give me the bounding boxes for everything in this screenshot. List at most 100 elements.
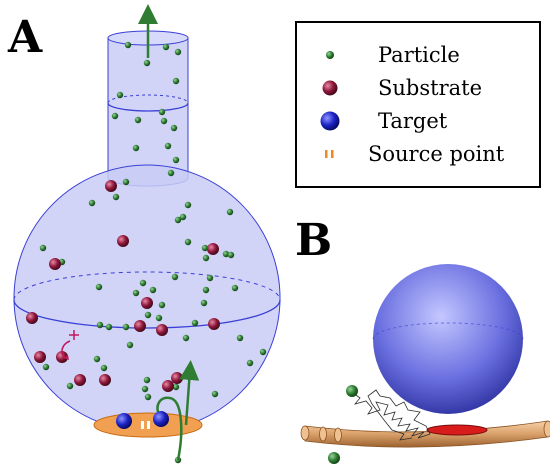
particle-sphere <box>259 348 267 356</box>
particle-sphere <box>111 112 119 120</box>
particle-sphere <box>134 116 142 124</box>
particle-sphere <box>174 48 182 56</box>
particle-sphere <box>141 385 149 393</box>
particle-sphere <box>202 286 210 294</box>
particle-sphere <box>100 364 108 372</box>
particle-sphere <box>246 359 254 367</box>
particle-sphere <box>182 334 190 342</box>
binding-arrow <box>156 396 183 461</box>
particle-sphere <box>167 169 175 177</box>
particle-sphere <box>96 321 104 329</box>
particle-sphere <box>162 43 170 51</box>
particle-sphere <box>112 193 120 201</box>
substrate-sphere <box>74 374 86 386</box>
legend-label-target: Target <box>378 109 448 133</box>
substrate-sphere <box>141 297 153 309</box>
particle-sphere <box>231 284 239 292</box>
particle-sphere <box>39 244 47 252</box>
legend-source-marker <box>325 150 328 158</box>
particle-sphere <box>172 383 180 391</box>
particle-sphere <box>93 355 101 363</box>
tube-end <box>300 425 310 441</box>
particle-sphere <box>116 91 124 99</box>
particle-sphere <box>179 213 187 221</box>
substrate-sphere <box>49 258 61 270</box>
particle-sphere <box>184 201 192 209</box>
particle-sphere <box>346 385 358 397</box>
particle-sphere <box>95 283 103 291</box>
particle-sphere <box>211 390 219 398</box>
particle-sphere <box>139 279 147 287</box>
particle-sphere <box>42 363 50 371</box>
tube-end <box>543 420 550 438</box>
legend-label-particle: Particle <box>378 43 460 67</box>
tube-ring <box>334 427 342 443</box>
bulb-equator-back <box>13 271 281 301</box>
particle-sphere <box>174 216 182 224</box>
particle-sphere <box>132 144 140 152</box>
particle-sphere <box>149 286 157 294</box>
target-pad <box>426 424 488 436</box>
particle-sphere <box>160 117 168 125</box>
particle-sphere <box>172 156 180 164</box>
substrate-sphere <box>162 380 174 392</box>
random-walk-trajectory <box>351 389 431 441</box>
particle-sphere <box>124 41 132 49</box>
particle-sphere <box>222 250 230 258</box>
particle-sphere <box>158 301 166 309</box>
substrate-sphere <box>207 243 219 255</box>
particle-sphere <box>226 208 234 216</box>
legend: Particle Substrate Target Source point <box>295 21 541 188</box>
particle-sphere <box>88 199 96 207</box>
substrate-sphere <box>26 312 38 324</box>
reaction-mark <box>61 330 79 360</box>
particle-sphere <box>236 334 244 342</box>
target-sphere <box>153 411 169 427</box>
particle-sphere <box>132 289 140 297</box>
particle-sphere <box>155 314 163 322</box>
particle-sphere <box>227 251 235 259</box>
legend-label-substrate: Substrate <box>378 76 482 100</box>
substrate-sphere <box>156 324 168 336</box>
substrate-sphere <box>134 320 146 332</box>
particle-sphere <box>170 124 178 132</box>
legend-label-source: Source point <box>368 142 505 166</box>
target-sphere <box>116 413 132 429</box>
legend-particle-marker <box>326 51 334 59</box>
particle-sphere <box>126 341 134 349</box>
particle-sphere <box>122 323 130 331</box>
particle-sphere <box>144 393 152 401</box>
panel-a-label: A <box>7 12 43 63</box>
neck-section-front <box>107 102 189 112</box>
panel-b-label: B <box>295 215 332 266</box>
particle-sphere <box>144 311 152 319</box>
legend-substrate-marker <box>322 80 338 96</box>
sphere-equator <box>372 322 524 340</box>
substrate-sphere <box>171 372 183 384</box>
tube-ring <box>319 426 327 442</box>
particle-sphere <box>158 108 166 116</box>
substrate-sphere <box>34 351 46 363</box>
flask-diagram <box>13 30 281 438</box>
particle-sphere <box>164 142 172 150</box>
particle-sphere <box>143 59 151 67</box>
substrate-sphere <box>56 351 68 363</box>
binding-arrow-up <box>179 360 200 426</box>
source-point-marker <box>141 421 144 429</box>
particle-sphere <box>201 244 209 252</box>
legend-target-marker <box>320 111 340 131</box>
particle-sphere <box>105 323 113 331</box>
particle-sphere <box>172 77 180 85</box>
substrate-sphere <box>208 318 220 330</box>
particle-sphere <box>191 319 199 327</box>
substrate-sphere <box>117 235 129 247</box>
particles-group <box>39 41 267 464</box>
particle-sphere <box>66 382 74 390</box>
particle-sphere <box>143 376 151 384</box>
source-point-marker <box>147 421 150 429</box>
particle-sphere <box>206 274 214 282</box>
particle-sphere <box>202 254 210 262</box>
particle-sphere <box>171 273 179 281</box>
target-sphere-large <box>373 264 523 414</box>
